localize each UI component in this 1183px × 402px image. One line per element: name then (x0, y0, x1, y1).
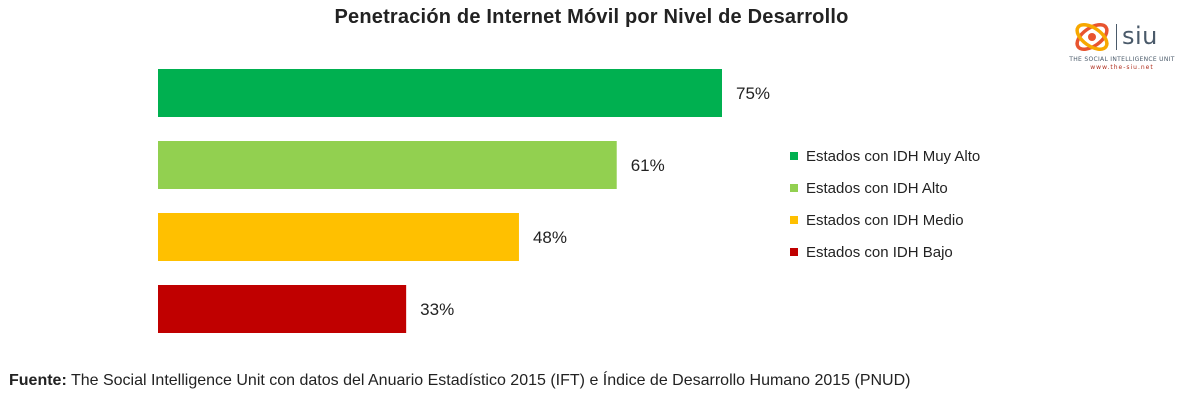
bar-value-label-2: 61% (631, 156, 665, 175)
bar-value-label-1: 75% (736, 84, 770, 103)
source-text: The Social Intelligence Unit con datos d… (66, 372, 911, 389)
bar-3 (158, 213, 519, 261)
source-note: Fuente: The Social Intelligence Unit con… (9, 372, 910, 390)
bar-value-label-3: 48% (533, 228, 567, 247)
legend-swatch-3 (790, 216, 798, 224)
siu-logo: siu THE SOCIAL INTELLIGENCE UNIT www.the… (1066, 16, 1178, 72)
legend-label-3: Estados con IDH Medio (806, 211, 964, 229)
legend-label-2: Estados con IDH Alto (806, 179, 948, 197)
siu-logo-icon (1075, 23, 1109, 51)
bar-4 (158, 285, 407, 333)
logo-separator (1116, 24, 1117, 50)
legend-label-1: Estados con IDH Muy Alto (806, 147, 981, 165)
legend-swatch-4 (790, 248, 798, 256)
legend-swatch-2 (790, 184, 798, 192)
chart-legend: Estados con IDH Muy Alto Estados con IDH … (790, 140, 980, 268)
legend-swatch-1 (790, 152, 798, 160)
bar-1 (158, 69, 722, 117)
logo-url: www.the-siu.net (1090, 64, 1154, 71)
legend-item-2: Estados con IDH Alto (790, 172, 980, 204)
bar-value-label-4: 33% (420, 300, 454, 319)
legend-label-4: Estados con IDH Bajo (806, 243, 953, 261)
legend-item-1: Estados con IDH Muy Alto (790, 140, 980, 172)
chart-title: Penetración de Internet Móvil por Nivel … (334, 6, 849, 28)
logo-subtitle: THE SOCIAL INTELLIGENCE UNIT (1069, 56, 1175, 63)
legend-item-3: Estados con IDH Medio (790, 204, 980, 236)
bar-2 (158, 141, 617, 189)
source-prefix: Fuente: (9, 372, 67, 389)
legend-item-4: Estados con IDH Bajo (790, 236, 980, 268)
logo-wordmark: siu (1122, 22, 1158, 50)
